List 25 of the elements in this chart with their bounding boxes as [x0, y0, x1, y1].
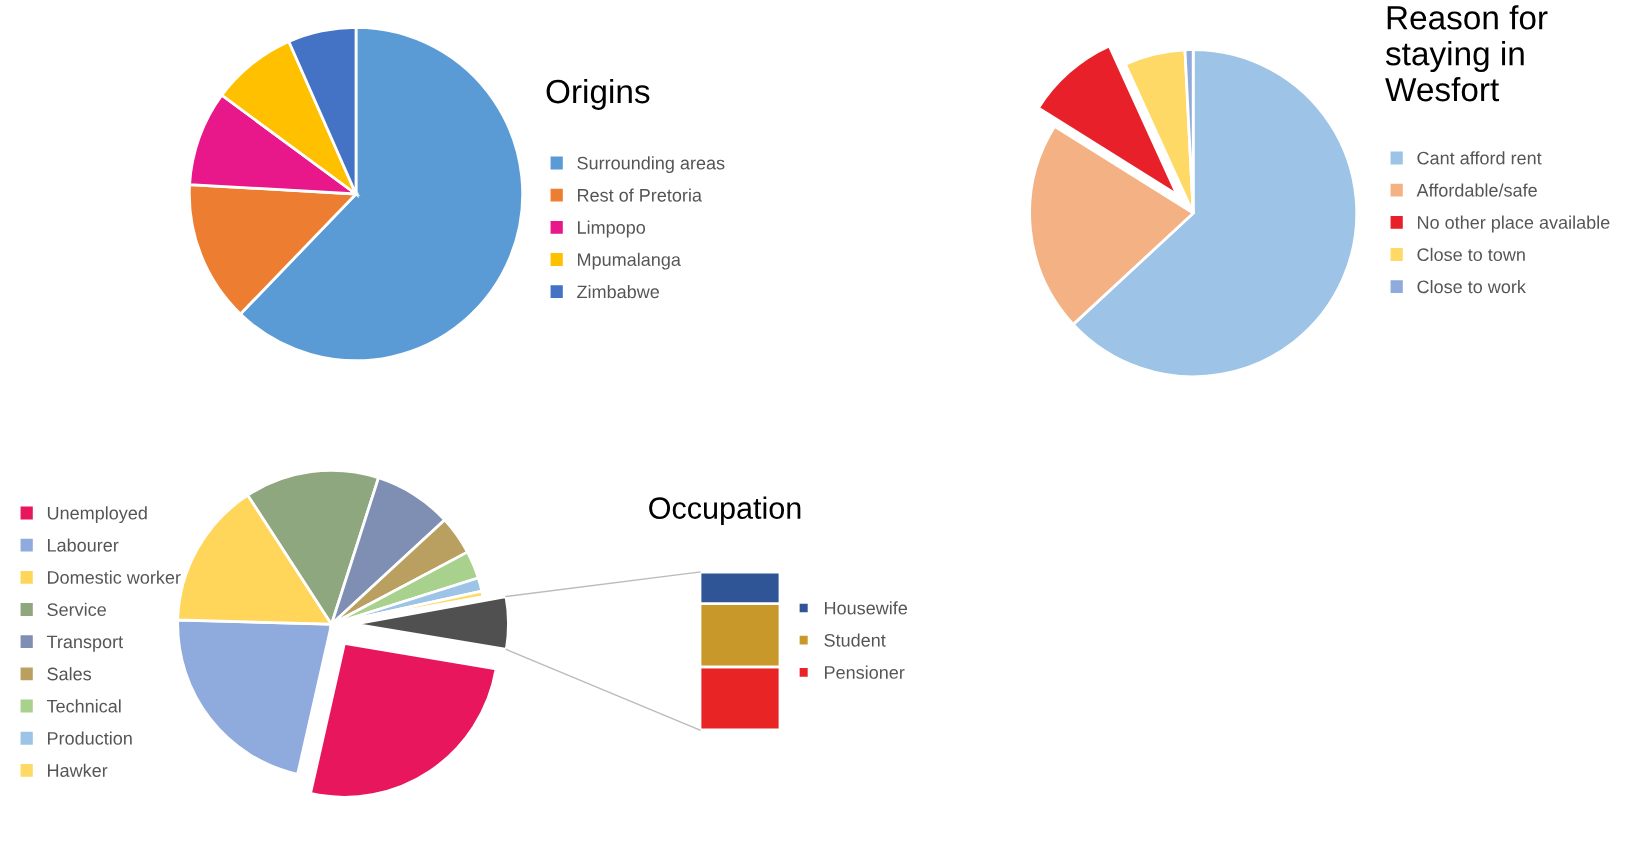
legend-label: Rest of Pretoria [578, 188, 702, 202]
legend-label: Housewife [825, 601, 908, 615]
legend-label: Service [47, 602, 106, 617]
legend-label: Limpopo [578, 220, 646, 238]
legend-label: Close to town [1417, 247, 1525, 262]
legend-label: Zimbabwe [577, 284, 660, 299]
text: Occupation [649, 496, 801, 525]
legend-label: Labourer [48, 538, 119, 552]
legend-label: Surrounding areas [577, 156, 725, 174]
legend-label: Domestic worker [48, 570, 181, 584]
legend-label: Hawker [48, 763, 108, 777]
legend-label: Cant afford rent [1417, 151, 1542, 165]
legend-label: Production [48, 731, 132, 745]
legend-label: Sales [47, 667, 92, 681]
legend-label: Affordable/safe [1416, 183, 1537, 197]
legend-label: No other place available [1418, 215, 1610, 233]
legend-label: Pensioner [825, 665, 905, 679]
legend-label: Transport [46, 635, 123, 652]
legend-label: Student [824, 633, 886, 647]
legend-label: Technical [46, 699, 121, 713]
legend-label: Mpumalanga [578, 252, 681, 270]
chart-title: Reason for staying in Wesfort [1385, 5, 1548, 102]
text: Origins [546, 78, 650, 110]
legend-label: Close to work [1417, 279, 1526, 294]
legend-label: Unemployed [47, 506, 147, 524]
